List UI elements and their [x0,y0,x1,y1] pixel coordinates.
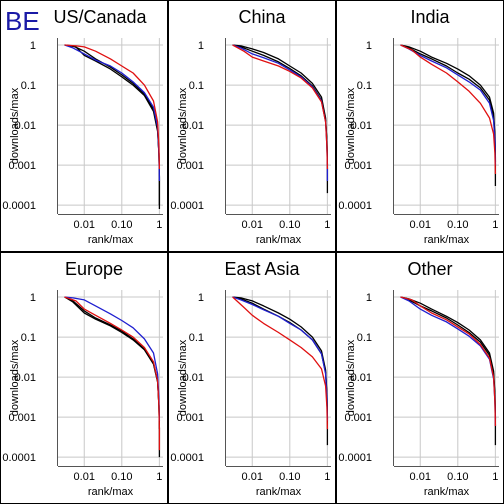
series-line-blue-2 [64,296,161,422]
x-tick-label: 0.01 [242,471,263,483]
y-tick-label: 0.1 [189,332,204,344]
x-axis-label: rank/max [424,234,470,246]
x-tick-label: 0.10 [447,219,468,231]
panel-0: 0.01 0.10 1 1 0.1 0.01 0.001 0.0001 rank/max down… [0,0,168,252]
series-line-blue-2 [232,296,329,422]
y-tick-label: 0.01 [351,372,372,384]
y-tick-label: 0.0001 [170,452,204,464]
y-tick-label: 0.001 [8,160,36,172]
x-axis-label: rank/max [424,486,470,498]
y-tick-label: 0.0001 [170,200,204,212]
panel-title: China [238,7,286,27]
y-tick-label: 0.1 [189,80,204,92]
x-axis-label: rank/max [256,486,302,498]
y-tick-label: 0.0001 [2,200,36,212]
x-tick-label: 0.01 [242,219,263,231]
y-axis-label: downloads/max [177,87,189,164]
y-tick-label: 0.001 [176,160,204,172]
x-tick-label: 1 [156,471,162,483]
x-tick-label: 1 [324,219,330,231]
series-line-red-3 [232,44,329,170]
x-tick-label: 1 [492,219,498,231]
y-tick-label: 0.001 [344,160,372,172]
y-tick-label: 1 [198,292,204,304]
y-tick-label: 1 [198,40,204,52]
y-tick-label: 0.01 [15,120,36,132]
y-tick-label: 0.1 [357,332,372,344]
y-axis-label: downloads/max [9,339,21,416]
y-tick-label: 0.001 [8,412,36,424]
y-axis-label: downloads/max [177,339,189,416]
panel-title: Other [407,259,452,279]
series-line-blue-2 [400,44,497,166]
series-line-black-1 [400,296,497,419]
x-tick-label: 0.01 [74,219,95,231]
y-tick-label: 0.0001 [338,200,372,212]
x-tick-label: 1 [324,471,330,483]
y-tick-label: 0.1 [21,80,36,92]
panel-title: India [410,7,450,27]
panel-title: East Asia [224,259,300,279]
panel-1: 0.01 0.10 1 1 0.1 0.01 0.001 0.0001 rank/max down… [168,0,336,252]
series-line-red-3 [400,296,497,427]
y-tick-label: 0.001 [176,412,204,424]
series-line-black-0 [232,296,329,446]
series-line-red-3 [64,44,161,170]
y-axis-label: downloads/max [345,87,357,164]
x-axis-label: rank/max [88,234,134,246]
x-tick-label: 1 [492,471,498,483]
panel-frame [0,0,168,252]
y-tick-label: 0.01 [351,120,372,132]
y-tick-label: 0.001 [344,412,372,424]
y-axis-label: downloads/max [9,87,21,164]
series-line-blue-2 [232,44,329,181]
x-axis-label: rank/max [256,234,302,246]
series-line-blue-2 [64,44,161,182]
series-line-black-1 [64,296,161,430]
y-tick-label: 0.01 [183,120,204,132]
panel-5: 0.01 0.10 1 1 0.1 0.01 0.001 0.0001 rank/max down… [336,252,504,504]
series-line-red-3 [400,44,497,175]
panel-frame [168,0,336,252]
y-tick-label: 0.01 [183,372,204,384]
series-line-black-1 [232,44,329,166]
y-tick-label: 0.1 [357,80,372,92]
x-tick-label: 0.10 [111,219,132,231]
x-tick-label: 0.10 [279,471,300,483]
y-tick-label: 0.01 [15,372,36,384]
panel-title: US/Canada [53,7,147,27]
series-line-red-3 [64,296,161,451]
x-tick-label: 0.01 [410,471,431,483]
x-tick-label: 0.10 [111,471,132,483]
x-tick-label: 1 [156,219,162,231]
y-axis-label: downloads/max [345,339,357,416]
panel-3: 0.01 0.10 1 1 0.1 0.01 0.001 0.0001 rank/max down… [0,252,168,504]
y-tick-label: 0.1 [21,332,36,344]
y-tick-label: 1 [30,40,36,52]
x-tick-label: 0.10 [447,471,468,483]
series-line-red-3 [232,296,329,430]
panel-4: 0.01 0.10 1 1 0.1 0.01 0.001 0.0001 rank/max down… [168,252,336,504]
x-tick-label: 0.01 [74,471,95,483]
x-tick-label: 0.01 [410,219,431,231]
y-tick-label: 1 [366,40,372,52]
series-line-blue-2 [400,296,497,427]
y-tick-label: 0.0001 [338,452,372,464]
y-tick-label: 1 [30,292,36,304]
y-tick-label: 0.0001 [2,452,36,464]
figure-label: BE [5,6,40,36]
y-tick-label: 1 [366,292,372,304]
panel-title: Europe [65,259,123,279]
x-tick-label: 0.10 [279,219,300,231]
x-axis-label: rank/max [88,486,134,498]
panel-2: 0.01 0.10 1 1 0.1 0.01 0.001 0.0001 rank/max down… [336,0,504,252]
